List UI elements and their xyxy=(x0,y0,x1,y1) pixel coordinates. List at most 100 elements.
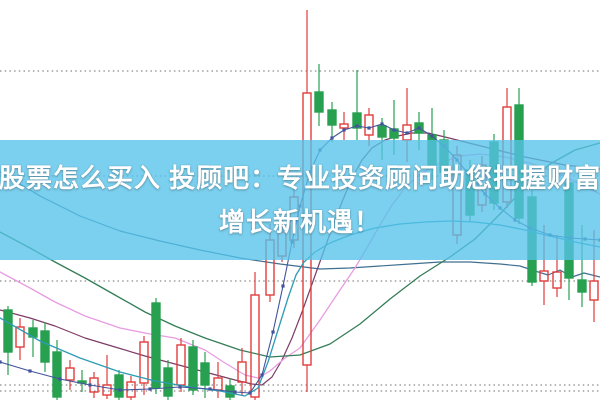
candle-body xyxy=(102,384,112,396)
candle-body xyxy=(52,351,62,398)
candle-down xyxy=(200,352,210,398)
ma-navy-marked-marker xyxy=(148,387,152,391)
candle-body xyxy=(539,270,549,282)
ma-teal-fast-line xyxy=(0,220,600,397)
ma-navy-marked-line xyxy=(0,123,600,394)
ma-navy-marked-marker xyxy=(118,388,122,392)
ma-navy-marked-marker xyxy=(271,330,275,334)
candle-down xyxy=(489,134,499,210)
ma-green-line xyxy=(0,142,600,358)
candle-body xyxy=(352,112,362,129)
candle-up xyxy=(139,336,149,395)
ma-navy-marked-marker xyxy=(318,148,322,152)
candle-down xyxy=(414,112,424,150)
candle-body xyxy=(237,361,247,383)
candle-body xyxy=(489,141,499,204)
ma-navy-marked-marker xyxy=(568,236,572,240)
candle-up xyxy=(539,225,549,305)
candle-body xyxy=(139,341,149,384)
candle-body xyxy=(250,294,260,398)
candle-body xyxy=(564,182,574,279)
ma-navy-marked-marker xyxy=(281,284,285,288)
candle-body xyxy=(452,154,462,236)
ma-green xyxy=(0,142,600,358)
candle-body xyxy=(200,362,210,386)
candle-down xyxy=(77,370,87,392)
ma-navy-marked-marker xyxy=(417,126,421,130)
candle-body xyxy=(477,164,487,206)
candle-down xyxy=(389,100,399,155)
candle-down xyxy=(28,320,38,357)
candle-down xyxy=(3,306,13,375)
candle-body xyxy=(589,280,599,301)
candle-body xyxy=(514,104,524,219)
ma-slate-long-line xyxy=(0,171,600,278)
candle-body xyxy=(188,346,198,391)
ma-navy-marked-marker xyxy=(248,391,252,395)
candle-body xyxy=(502,106,512,203)
ma-navy-marked-marker xyxy=(308,170,312,174)
candle-body xyxy=(3,309,13,353)
candle-body xyxy=(364,114,374,136)
ma-navy-marked xyxy=(0,122,600,395)
ma-navy-marked-marker xyxy=(233,390,237,394)
candle-down xyxy=(52,340,62,400)
candle-up xyxy=(65,360,75,390)
ma-navy-marked-marker xyxy=(430,134,434,138)
candle-body xyxy=(327,109,337,126)
ma-navy-marked-marker xyxy=(392,128,396,132)
candle-up xyxy=(213,362,223,398)
candle-up xyxy=(402,88,412,162)
ma-navy-marked-marker xyxy=(342,128,346,132)
ma-navy-marked-marker xyxy=(260,373,264,377)
ma-navy-marked-marker xyxy=(483,192,487,196)
candle-down xyxy=(352,70,362,140)
ma-navy-marked-marker xyxy=(367,126,371,130)
candle-body xyxy=(277,231,287,257)
candle-up xyxy=(126,376,136,400)
candle-up xyxy=(237,348,247,396)
candle-up xyxy=(339,112,349,140)
ma-navy-marked-marker xyxy=(178,385,182,389)
ma-navy-marked-marker xyxy=(0,360,2,364)
candle-body xyxy=(302,92,312,366)
ma-navy-marked-marker xyxy=(28,369,32,373)
candle-body xyxy=(552,271,562,289)
ma-navy-marked-marker xyxy=(455,158,459,162)
candle-down xyxy=(151,298,161,394)
candle-up xyxy=(552,235,562,297)
gridlines xyxy=(0,70,600,392)
ma-navy-marked-marker xyxy=(498,206,502,210)
candle-down xyxy=(114,370,124,400)
ma-teal-fast xyxy=(0,220,600,397)
ma-navy-marked-marker xyxy=(528,226,532,230)
candle-body xyxy=(213,377,223,391)
candle-body xyxy=(377,125,387,138)
candle-up xyxy=(477,156,487,212)
candle-down xyxy=(465,160,475,222)
ma-navy-marked-marker xyxy=(583,237,587,241)
candle-body xyxy=(65,367,75,381)
ma-navy-marked-marker xyxy=(405,131,409,135)
candle-body xyxy=(114,374,124,398)
candle-body xyxy=(15,326,25,348)
ma-navy-marked-marker xyxy=(208,387,212,391)
candle-down xyxy=(314,64,324,126)
candle-body xyxy=(427,134,437,166)
ma-slate-long xyxy=(0,171,600,278)
candle-body xyxy=(314,91,324,113)
candle-up xyxy=(502,88,512,208)
ma-navy-marked-marker xyxy=(330,136,334,140)
ma-navy-marked-marker xyxy=(513,218,517,222)
ma-navy-marked-marker xyxy=(298,204,302,208)
candle-down xyxy=(225,378,235,400)
candle-up xyxy=(102,355,112,399)
ma-navy-marked-marker xyxy=(380,122,384,126)
ma-navy-marked-marker xyxy=(468,174,472,178)
ma-navy-marked-marker xyxy=(88,383,92,387)
candle-body xyxy=(577,279,587,293)
candle-body xyxy=(339,123,349,129)
candle-body xyxy=(40,330,50,363)
